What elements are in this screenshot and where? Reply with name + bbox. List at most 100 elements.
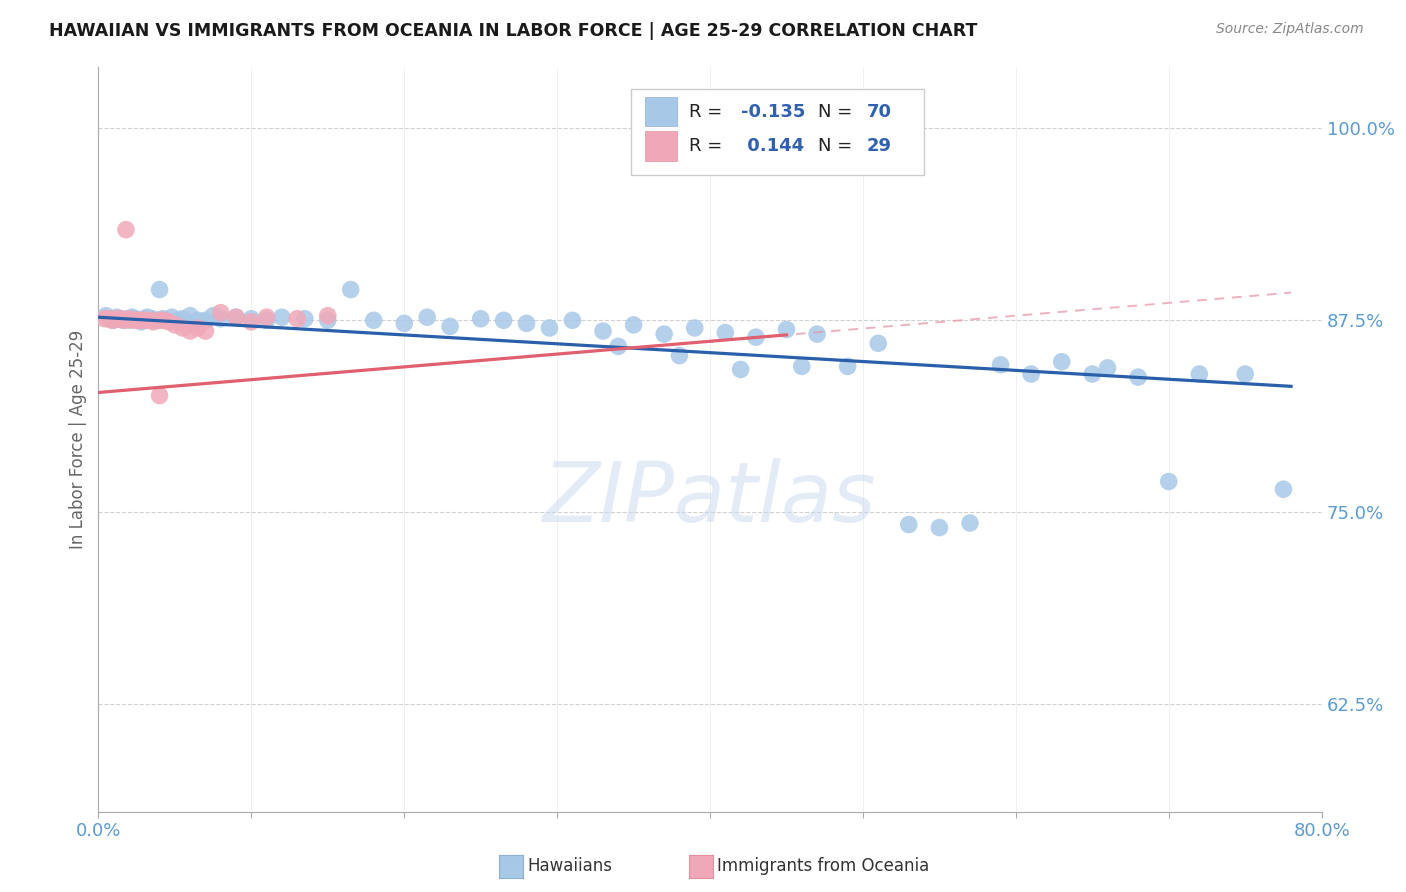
Point — [790, 359, 813, 374]
Point — [136, 310, 159, 325]
Point — [115, 311, 138, 326]
Point — [172, 321, 194, 335]
Point — [316, 309, 339, 323]
Point — [108, 311, 131, 326]
Text: N =: N = — [818, 103, 858, 120]
Point — [1234, 367, 1257, 381]
Point — [652, 327, 675, 342]
Point — [139, 313, 162, 327]
Text: 29: 29 — [866, 136, 891, 155]
Point — [202, 309, 225, 323]
Point — [714, 326, 737, 340]
Point — [134, 311, 156, 326]
Point — [607, 339, 630, 353]
Bar — [645, 131, 678, 161]
Point — [837, 359, 859, 374]
Point — [225, 310, 247, 325]
Text: Source: ZipAtlas.com: Source: ZipAtlas.com — [1216, 22, 1364, 37]
Point — [163, 318, 186, 332]
Point — [240, 315, 263, 329]
Point — [152, 311, 174, 326]
Point — [990, 358, 1012, 372]
Point — [122, 313, 145, 327]
Point — [149, 388, 172, 402]
Point — [179, 324, 201, 338]
Point — [561, 313, 583, 327]
Bar — [645, 96, 678, 127]
Point — [1081, 367, 1104, 381]
Y-axis label: In Labor Force | Age 25-29: In Labor Force | Age 25-29 — [69, 330, 87, 549]
Point — [160, 310, 183, 325]
Point — [1050, 355, 1073, 369]
Text: N =: N = — [818, 136, 858, 155]
Point — [256, 310, 278, 325]
Point — [928, 520, 950, 534]
Point — [959, 516, 981, 530]
Point — [149, 283, 172, 297]
Point — [118, 313, 141, 327]
Point — [115, 222, 138, 236]
Point — [93, 311, 115, 326]
Point — [1157, 475, 1180, 489]
Point — [745, 330, 768, 344]
Point — [256, 313, 278, 327]
Point — [105, 311, 128, 326]
Point — [118, 311, 141, 326]
Point — [187, 321, 209, 335]
Point — [142, 315, 165, 329]
Point — [1019, 367, 1042, 381]
Point — [1188, 367, 1211, 381]
Point — [492, 313, 515, 327]
Point — [439, 319, 461, 334]
Point — [187, 313, 209, 327]
Point — [145, 313, 167, 327]
Point — [129, 315, 152, 329]
Point — [285, 311, 308, 326]
Point — [592, 324, 614, 338]
Text: Immigrants from Oceania: Immigrants from Oceania — [717, 857, 929, 875]
Point — [127, 313, 149, 327]
Text: 70: 70 — [866, 103, 891, 120]
Point — [868, 336, 890, 351]
Point — [103, 313, 125, 327]
Text: HAWAIIAN VS IMMIGRANTS FROM OCEANIA IN LABOR FORCE | AGE 25-29 CORRELATION CHART: HAWAIIAN VS IMMIGRANTS FROM OCEANIA IN L… — [49, 22, 977, 40]
Point — [363, 313, 385, 327]
Point — [194, 324, 217, 338]
Point — [270, 310, 292, 325]
Point — [135, 313, 157, 327]
Point — [112, 313, 135, 327]
Point — [775, 322, 797, 336]
Point — [683, 321, 706, 335]
Point — [141, 311, 163, 326]
Point — [623, 318, 645, 332]
Point — [538, 321, 561, 335]
Point — [1097, 360, 1119, 375]
Point — [108, 311, 131, 326]
Point — [294, 311, 316, 326]
Point — [1128, 370, 1150, 384]
Point — [111, 313, 134, 327]
Point — [516, 317, 538, 331]
Text: -0.135: -0.135 — [741, 103, 806, 120]
Point — [156, 313, 179, 327]
Point — [897, 517, 920, 532]
Point — [392, 317, 416, 331]
Point — [668, 349, 690, 363]
Point — [149, 313, 172, 327]
Text: Hawaiians: Hawaiians — [527, 857, 612, 875]
Point — [1272, 482, 1295, 496]
Point — [172, 311, 194, 326]
Point — [225, 310, 247, 325]
Point — [101, 313, 124, 327]
Text: ZIPatlas: ZIPatlas — [543, 458, 877, 540]
Point — [100, 311, 122, 326]
Point — [98, 311, 121, 326]
Text: 0.144: 0.144 — [741, 136, 804, 155]
Point — [316, 313, 339, 327]
FancyBboxPatch shape — [630, 89, 924, 175]
Point — [730, 362, 752, 376]
Point — [806, 327, 828, 342]
Point — [209, 311, 232, 326]
Point — [121, 310, 143, 325]
Point — [129, 313, 152, 327]
